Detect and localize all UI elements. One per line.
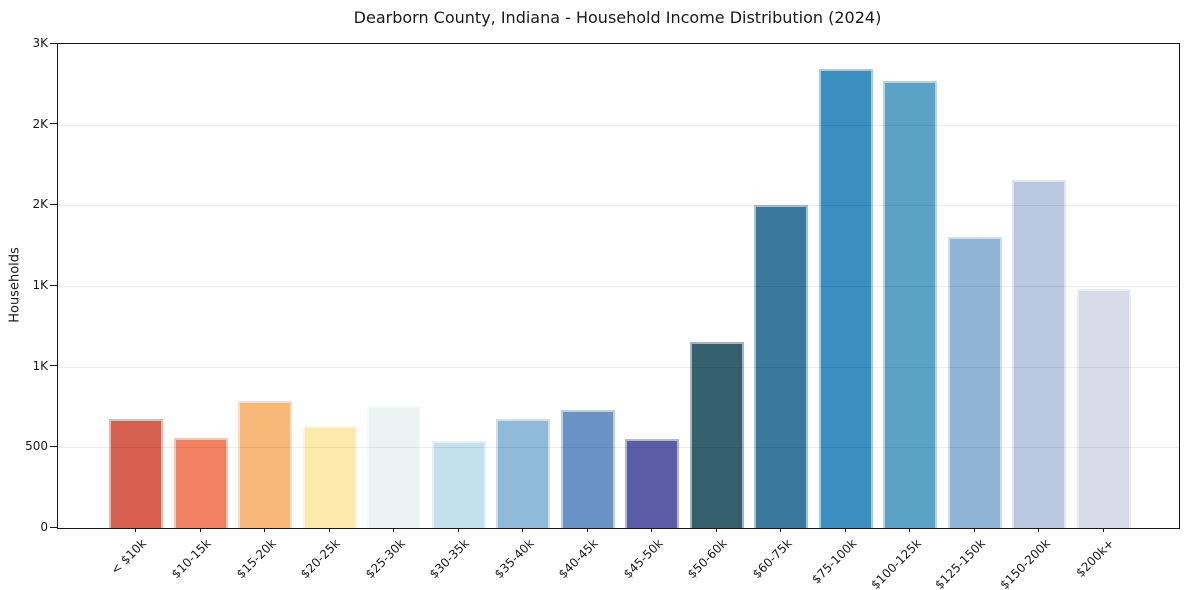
y-tick-mark xyxy=(50,445,57,447)
x-tick-label: $40-45k xyxy=(556,536,601,582)
y-tick-label: 1K xyxy=(32,278,48,292)
bar-35-40k xyxy=(496,419,551,528)
x-tick-mark xyxy=(457,528,459,532)
bar-150-200k xyxy=(1012,180,1067,528)
y-tick-mark xyxy=(50,123,57,125)
x-tick-label: $15-20k xyxy=(233,536,279,582)
x-tick-label: $30-35k xyxy=(426,536,472,582)
x-tick-label: $45-50k xyxy=(620,536,666,582)
x-tick-label: $50-60k xyxy=(685,536,730,582)
x-tick-mark xyxy=(973,528,975,532)
x-tick-mark xyxy=(844,528,846,532)
gridline xyxy=(58,286,1179,287)
x-tick-mark xyxy=(135,528,136,532)
gridline xyxy=(58,366,1179,368)
bar-75-100k xyxy=(818,69,873,528)
x-tick-label: $60-75k xyxy=(749,536,795,582)
bar-60-75k xyxy=(754,205,809,528)
bar-50-60k xyxy=(689,342,744,528)
x-tick-label: $25-30k xyxy=(362,536,408,582)
x-tick-label: $125-150k xyxy=(932,536,989,590)
y-tick-mark xyxy=(50,526,57,528)
bar-25-30k xyxy=(367,406,422,528)
x-tick-label: $150-200k xyxy=(996,536,1053,590)
x-tick-label: $75-100k xyxy=(808,536,860,587)
y-tick-label: 1K xyxy=(32,358,48,373)
bar-15-20k xyxy=(238,401,293,528)
x-tick-mark xyxy=(651,528,653,532)
gridline xyxy=(58,124,1179,126)
bar-20-25k xyxy=(302,426,357,528)
x-tick-mark xyxy=(199,528,201,532)
bar-10k xyxy=(109,419,163,528)
x-tick-label: $20-25k xyxy=(297,536,343,582)
y-tick-mark xyxy=(50,365,57,367)
y-tick-label: 0 xyxy=(40,520,48,534)
bar-10-15k xyxy=(173,438,228,528)
bar-125-150k xyxy=(947,237,1002,528)
y-tick-mark xyxy=(50,203,57,205)
x-tick-mark xyxy=(780,528,782,532)
x-tick-mark xyxy=(1038,528,1040,532)
x-tick-mark xyxy=(328,528,330,532)
bar-100-125k xyxy=(883,81,938,528)
x-tick-mark xyxy=(1102,528,1104,532)
x-tick-label: $10-15k xyxy=(168,536,214,582)
x-tick-mark xyxy=(393,528,395,532)
bar-200k xyxy=(1076,289,1131,528)
gridline xyxy=(58,447,1179,449)
y-tick-mark xyxy=(50,284,57,286)
plot-area xyxy=(57,43,1180,529)
x-tick-label: < $10k xyxy=(108,536,150,578)
y-tick-label: 2K xyxy=(32,116,48,131)
x-tick-mark xyxy=(715,528,717,532)
bar-40-45k xyxy=(560,410,615,528)
bar-30-35k xyxy=(431,441,486,528)
chart-title: Dearborn County, Indiana - Household Inc… xyxy=(353,8,882,27)
y-tick-mark xyxy=(50,42,57,44)
y-tick-label: 3K xyxy=(32,36,48,50)
x-tick-mark xyxy=(522,528,524,532)
y-tick-label: 2K xyxy=(32,197,48,212)
x-tick-label: $100-125k xyxy=(867,536,924,590)
y-tick-label: 500 xyxy=(25,439,48,454)
gridline xyxy=(58,205,1179,207)
x-tick-label: $35-40k xyxy=(491,536,537,582)
x-tick-mark xyxy=(909,528,911,532)
bar-45-50k xyxy=(625,439,680,528)
x-tick-mark xyxy=(264,528,266,532)
x-tick-label: $200k+ xyxy=(1073,536,1118,580)
x-tick-mark xyxy=(586,528,588,532)
